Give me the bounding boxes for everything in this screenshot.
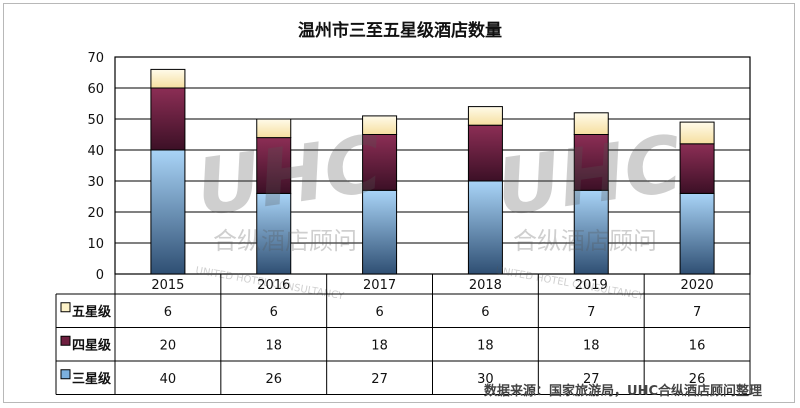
data-label: 18 [265,338,282,353]
bars [150,68,715,275]
x-tick-label: 2017 [363,278,396,293]
source-note: 数据来源：国家旅游局，UHC合纵酒店顾问整理 [484,384,762,399]
data-label: 7 [693,305,701,320]
legend-label: 四星级 [72,337,112,353]
y-tick-label: 30 [87,175,104,190]
gridlines [114,56,751,275]
y-tick-label: 10 [87,237,104,252]
bar-segment [679,121,715,145]
y-axis-ticks: 0 10 20 30 40 50 60 70 [87,51,104,283]
legend-label: 五星级 [72,304,112,320]
bar-segment [679,143,715,194]
bar-segment [362,115,398,136]
bar-segment [362,189,398,275]
data-label: 27 [371,372,388,387]
data-label: 30 [477,372,494,387]
data-label: 6 [164,305,172,320]
bar-segment [256,137,292,194]
x-tick-label: 2020 [681,278,714,293]
data-label: 20 [160,338,177,353]
watermark-logo: UHC [191,119,388,234]
legend-label: 三星级 [72,371,112,387]
y-tick-label: 40 [87,144,104,159]
y-tick-label: 20 [87,206,104,221]
data-label: 40 [160,372,177,387]
bar-segment [150,68,186,89]
x-tick-label: 2015 [151,278,184,293]
legend-swatch [60,369,71,380]
bar-segment [467,106,503,126]
y-tick-label: 50 [87,113,104,128]
bar-segment [573,189,609,275]
bar-segment [256,118,292,139]
bar-segment [467,124,503,182]
data-label: 26 [265,372,282,387]
watermark-cn: 合纵酒店顾问 [213,227,357,255]
bar-segment [256,192,292,275]
data-label: 18 [477,338,494,353]
data-label: 27 [583,372,600,387]
data-label: 26 [689,372,706,387]
data-label: 18 [583,338,600,353]
bar-segment [679,192,715,275]
bar-segment [467,180,503,275]
y-tick-label: 70 [87,51,104,66]
x-tick-label: 2016 [257,278,290,293]
bar-segment [150,87,186,151]
watermark-en: UNITED HOTEL CONSULTANCY [495,265,646,302]
legend-swatch [60,335,71,346]
data-label: 6 [481,305,489,320]
x-tick-label: 2019 [575,278,608,293]
data-label: 7 [587,305,595,320]
data-label: 6 [375,305,383,320]
watermark-cn: 合纵酒店顾问 [513,227,657,255]
y-tick-label: 0 [96,268,104,283]
data-label: 18 [371,338,388,353]
bar-segment [150,149,186,275]
data-label: 6 [270,305,278,320]
bar-segment [573,112,609,136]
chart-frame [3,3,795,403]
y-tick-label: 60 [87,82,104,97]
x-tick-label: 2018 [469,278,502,293]
legend-swatch [60,302,71,313]
chart-title: 温州市三至五星级酒店数量 [298,21,502,41]
data-label: 16 [689,338,706,353]
watermark-logo: UHC [491,119,688,234]
